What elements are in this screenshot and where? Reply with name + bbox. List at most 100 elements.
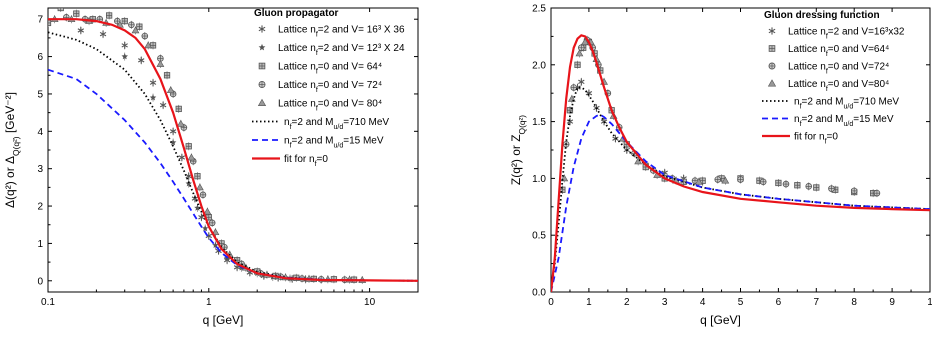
data-point (169, 127, 177, 135)
series-line-8 (48, 18, 418, 282)
legend: Gluon dressing function Lattice nf=2 and … (762, 10, 905, 145)
legend-label: fit for nf=0 (794, 132, 838, 146)
marker-stroke (566, 119, 574, 124)
legend-label: Lattice nf=0 and V=80⁴ (788, 79, 889, 93)
x-tick-label: 6 (776, 297, 782, 308)
marker-stroke (169, 129, 177, 134)
legend-label: Lattice nf=2 and V= 12³ X 24 (278, 43, 405, 57)
x-tick-label: 4 (700, 297, 706, 308)
y-tick-label: 0 (37, 276, 43, 287)
legend-label: Lattice nf=0 and V= 72⁴ (278, 80, 382, 94)
data-point (121, 17, 128, 25)
x-tick-label: 9 (889, 297, 895, 308)
data-point (794, 182, 801, 189)
marker-stroke (661, 170, 668, 175)
y-tick-label: 6 (37, 52, 43, 63)
x-tick-label: 0 (548, 297, 554, 308)
legend-entry: Lattice nf=0 and V=80⁴ (767, 79, 889, 93)
data-point (106, 12, 113, 19)
marker-stroke (159, 102, 167, 108)
legend-entry: nf=2 and Mu/d=15 MeV (762, 114, 894, 128)
legend-entry: Lattice nf=2 and V= 16³ X 36 (258, 25, 405, 39)
legend-swatch-marker (767, 79, 777, 87)
marker-shape (144, 41, 153, 49)
x-tick-label: 1 (586, 297, 592, 308)
x-axis-label: q [GeV] (203, 313, 244, 327)
marker-shape (581, 38, 590, 45)
y-axis-label: Δ(q²) or ΔQ(q²) [GeV⁻²] (3, 92, 21, 208)
legend-label: nf=2 and Mu/d=710 MeV (794, 97, 899, 111)
data-point (612, 135, 619, 143)
marker-shape (156, 60, 165, 67)
data-point (581, 38, 590, 45)
legend-swatch-marker (768, 45, 776, 52)
legend-entry: nf=2 and Mu/d=15 MeV (252, 136, 384, 150)
marker-stroke (185, 173, 192, 179)
legend-label: Lattice nf=0 and V= 64⁴ (278, 62, 382, 76)
series-line-7 (551, 34, 930, 292)
data-point (600, 118, 608, 125)
marker-shape (202, 225, 209, 232)
legend-entry: Lattice nf=0 and V=64⁴ (768, 44, 889, 58)
y-tick-label: 5 (37, 89, 43, 100)
legend-entry: Lattice nf=0 and V= 72⁴ (258, 80, 382, 94)
marker-shape (166, 86, 175, 94)
data-point (873, 189, 881, 197)
marker-stroke (121, 43, 128, 48)
data-point (73, 10, 80, 17)
x-tick-label: 0.1 (41, 297, 55, 308)
marker-stroke (600, 119, 608, 124)
marker-stroke (77, 28, 85, 33)
data-point (185, 180, 192, 187)
data-point (121, 53, 128, 60)
data-point (805, 183, 813, 190)
legend-entry: Lattice nf=0 and V=72⁴ (768, 62, 889, 75)
data-point (163, 72, 171, 79)
data-point (156, 60, 165, 67)
data-point (141, 32, 149, 40)
data-point (202, 225, 209, 232)
chart-panel-2: 0.0 0.5 1.0 1.5 2.0 2.5 0 1 2 3 4 5 6 7 8 9 1 q [GeV] Z(q²… (509, 4, 932, 328)
marker-stroke (198, 215, 205, 220)
legend-swatch-marker (768, 27, 776, 35)
data-point (570, 84, 578, 91)
x-tick-label: 2 (624, 297, 630, 308)
data-point (195, 183, 204, 191)
data-point (759, 178, 767, 186)
x-tick-label: 3 (662, 297, 668, 308)
data-point (187, 153, 196, 161)
legend-title: Gluon propagator (254, 8, 339, 19)
data-point (208, 219, 216, 227)
chart-panel-1: 0 1 2 3 4 5 6 7 0.1 1 10 q [GeV] Δ(q²) or ΔQ(q²) [Ge… (3, 7, 419, 327)
marker-shape (567, 94, 576, 102)
legend-label: nf=2 and Mu/d=15 MeV (284, 136, 384, 150)
data-point (578, 78, 585, 86)
marker-stroke (138, 58, 145, 63)
plot-area (551, 34, 930, 292)
legend: Gluon propagator Lattice nf=2 and V= 16³ … (252, 8, 405, 168)
x-tick-label: 7 (814, 297, 820, 308)
legend-entry: fit for nf=0 (252, 154, 328, 168)
x-tick-label: 8 (851, 297, 857, 308)
data-point (199, 191, 207, 199)
data-point (57, 8, 64, 12)
legend-swatch-marker (768, 62, 776, 70)
data-point (575, 49, 584, 57)
marker-shape (694, 177, 703, 185)
legend-entry: Lattice nf=0 and V= 64⁴ (258, 62, 382, 76)
y-tick-label: 2.0 (532, 60, 546, 71)
legend-swatch-marker (258, 43, 266, 51)
marker-stroke (178, 155, 186, 160)
marker-stroke (612, 136, 619, 141)
data-point (782, 180, 790, 188)
y-tick-label: 2 (37, 202, 43, 213)
marker-shape (257, 98, 267, 106)
x-tick-label: 1 (927, 297, 932, 308)
data-point (566, 118, 574, 125)
data-point (567, 94, 576, 102)
marker-shape (187, 153, 196, 161)
legend-entry: Lattice nf=2 and V=16³x32 (768, 27, 905, 40)
data-point (694, 177, 703, 185)
data-point (48, 19, 52, 27)
legend-label: Lattice nf=2 and V= 16³ X 36 (278, 25, 405, 39)
